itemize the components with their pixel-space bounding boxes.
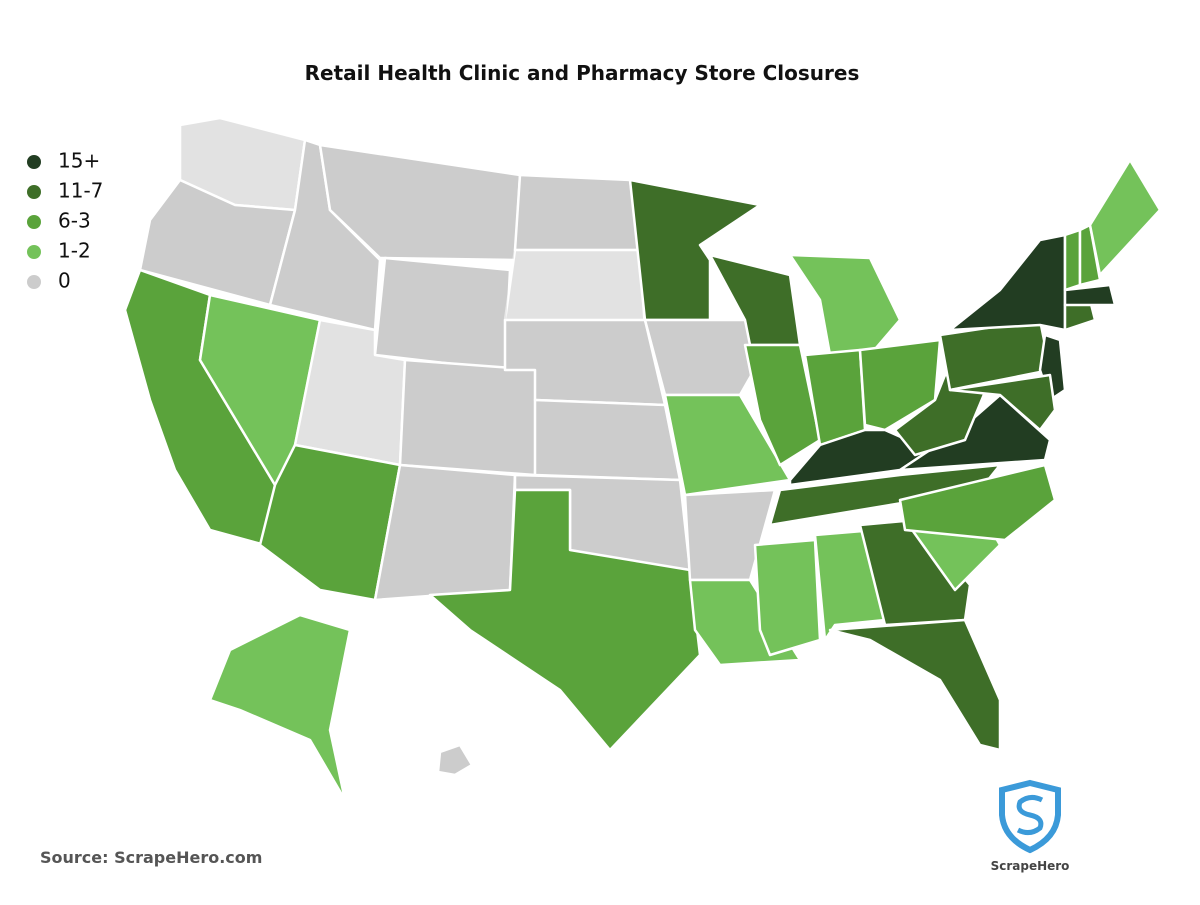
state — [858, 338, 942, 432]
state — [828, 618, 1002, 752]
state — [436, 743, 474, 777]
state — [318, 143, 522, 262]
logo-shield — [999, 779, 1061, 854]
state — [373, 256, 512, 372]
state — [743, 343, 822, 467]
state — [373, 463, 517, 602]
logo-text: ScrapeHero — [991, 859, 1070, 873]
legend-label: 6-3 — [58, 209, 91, 233]
state — [1078, 223, 1102, 287]
states — [123, 116, 1162, 802]
state — [643, 318, 762, 397]
legend-label: 1-2 — [58, 239, 91, 263]
state — [428, 488, 702, 752]
legend-label: 11-7 — [58, 179, 103, 203]
legend-label: 15+ — [58, 149, 100, 173]
state — [1063, 228, 1082, 292]
legend-swatch — [27, 155, 41, 169]
legend-swatch — [27, 185, 41, 199]
state — [948, 373, 1057, 432]
logo: ScrapeHero — [991, 779, 1070, 873]
legend-swatch — [27, 245, 41, 259]
legend-swatch — [27, 275, 41, 289]
state — [208, 613, 352, 802]
state — [753, 538, 822, 657]
state — [898, 463, 1057, 542]
state — [503, 248, 647, 332]
state — [1063, 283, 1117, 307]
legend-swatch — [27, 215, 41, 229]
title: Retail Health Clinic and Pharmacy Store … — [305, 61, 860, 85]
state — [513, 173, 642, 252]
state — [398, 358, 542, 477]
legend: 15+ 11-7 6-3 1-2 0 — [27, 149, 103, 293]
legend-label: 0 — [58, 269, 71, 293]
state — [948, 233, 1067, 332]
logo-s — [1016, 794, 1044, 836]
state — [533, 398, 682, 482]
source: Source: ScrapeHero.com — [40, 848, 262, 867]
state — [788, 253, 902, 357]
state — [1088, 158, 1162, 277]
